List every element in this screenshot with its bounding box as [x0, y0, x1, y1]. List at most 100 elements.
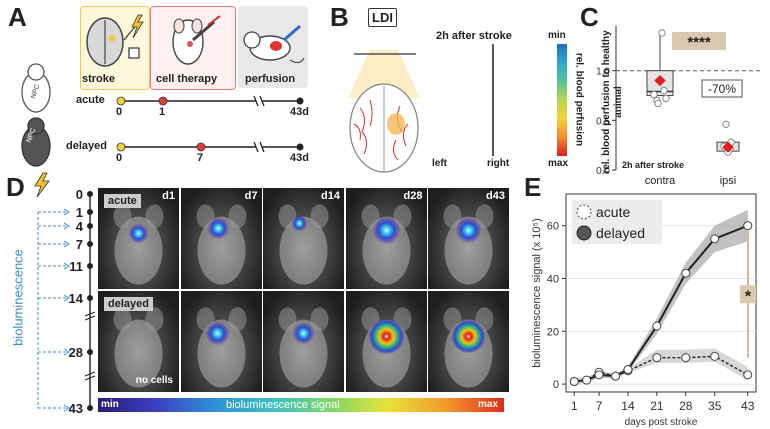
mouse-ear [113, 306, 132, 331]
panel-d-label: D [6, 172, 25, 202]
mouse-ear [310, 306, 329, 331]
lightning-icon [131, 14, 144, 39]
d-break [84, 311, 96, 317]
mouse-ear [361, 204, 379, 229]
e-point-delayed [623, 365, 633, 375]
c-point [660, 86, 668, 95]
panel-e-label: E [524, 172, 542, 202]
c-point [654, 99, 662, 108]
delayed-tick-43: 43d [290, 152, 309, 164]
mouse-ear [443, 204, 462, 229]
d-arrowhead [63, 404, 70, 412]
e-ytick-label: 0 [553, 379, 559, 391]
ldi-colorbar [557, 44, 567, 156]
e-legend-delayed: delayed [596, 225, 645, 241]
mouse-silhouette [279, 216, 328, 285]
d-arrowhead [63, 222, 70, 230]
mouse-ear [228, 306, 246, 331]
mouse-silhouette [114, 216, 163, 285]
c-significance: **** [687, 34, 711, 51]
d-break [84, 375, 96, 381]
c-point [662, 94, 670, 103]
colorbar-min: min [101, 399, 119, 410]
d-timeline-label: 4 [76, 219, 84, 234]
panel-c-ylabel: rel. blood perfusion to healthy animal [601, 30, 624, 174]
c-ytick-label: 0.0 [596, 166, 610, 177]
panel-d-bolt [34, 172, 50, 198]
c-point [722, 120, 730, 129]
acute-tick-0: 0 [116, 106, 123, 118]
c-category-ipsi: ipsi [720, 175, 737, 187]
bioluminescence-image: d43 [428, 188, 509, 289]
e-point-delayed [582, 375, 592, 385]
e-point-delayed [594, 370, 604, 380]
panel-b-label: B [330, 2, 349, 32]
mouse-ear [113, 204, 132, 229]
bioluminescence-signal [451, 318, 486, 353]
bioluminescence-signal [368, 317, 404, 354]
bioluminescence-image: delayed no cells [98, 290, 179, 392]
panel-a-label: A [8, 2, 27, 32]
c-ytick-label: 0.5 [596, 116, 610, 127]
d-arrowhead [63, 294, 70, 302]
bioluminescence-image: d28 [345, 188, 427, 289]
d-break [84, 315, 96, 321]
panel-c-label: C [580, 2, 599, 32]
d-timeline-point [87, 209, 93, 215]
e-point-acute [652, 353, 662, 363]
panel-e-chart: 0 20 40 60 1 7 14 21 28 35 43 days post stroke biolu… [531, 193, 757, 428]
d-timeline-label: 7 [76, 237, 83, 252]
e-point-delayed [569, 376, 579, 386]
ldi-left-label: left [432, 158, 447, 169]
bioluminescence-signal [291, 215, 308, 232]
e-legend-acute: acute [596, 204, 630, 220]
e-xtick-label: 43 [741, 399, 755, 413]
bioluminescence-image: d14 [263, 188, 344, 289]
d-timeline-point [87, 295, 93, 301]
day-label: d43 [486, 190, 505, 202]
panel-c-chart: 0.0 0.5 1.0 **** -70% 2h after stroke contra ip… [596, 26, 760, 187]
svg-text:NPC: NPC [30, 83, 42, 99]
mouse-acute-icon: NPC [21, 63, 51, 113]
ldi-heatmap [433, 44, 553, 156]
e-legend-marker-delayed [576, 225, 592, 241]
ldi-colorbar-min: min [548, 30, 566, 41]
e-xtick-label: 35 [708, 399, 722, 413]
d-timeline-label: 43 [69, 401, 83, 416]
e-ytick-label: 60 [547, 221, 559, 233]
d-timeline-point [87, 191, 93, 197]
e-xtick-label: 28 [679, 399, 693, 413]
group-acute-label: acute [76, 94, 105, 106]
e-xtick-label: 14 [621, 399, 635, 413]
delayed-tick-7: 7 [197, 152, 204, 164]
mouse-silhouette [279, 319, 328, 388]
d-break [84, 371, 96, 377]
d-timeline-label: 1 [76, 205, 83, 220]
e-point-acute [710, 351, 720, 361]
bioluminescence-image [345, 290, 427, 392]
d-timeline-point [87, 241, 93, 247]
day-label: d14 [321, 190, 340, 202]
timeline-acute [116, 95, 304, 107]
group-delayed-label: delayed [66, 140, 107, 152]
mouse-ear [228, 204, 246, 229]
bioluminescence-signal [128, 223, 149, 244]
mouse-ear [393, 204, 411, 229]
bioluminescence-image [180, 290, 262, 392]
syringe-icon [172, 15, 221, 65]
e-significance-badge [740, 285, 756, 304]
e-ytick-label: 40 [547, 273, 559, 285]
bioluminescence-signal [372, 216, 400, 245]
bioluminescence-image: d1 acute [98, 188, 179, 289]
bioluminescence-image [263, 290, 344, 392]
day-label: d1 [162, 190, 175, 202]
ldi-device: LDI [368, 8, 397, 27]
panel-a-illustrations: NPC [21, 14, 305, 167]
bioluminescence-colorbar [98, 398, 504, 412]
mouse-ear [278, 306, 297, 331]
d-arrowhead [63, 208, 70, 216]
mouse-ear [310, 204, 329, 229]
mouse-ear [145, 306, 164, 331]
c-significance-badge [672, 32, 726, 50]
